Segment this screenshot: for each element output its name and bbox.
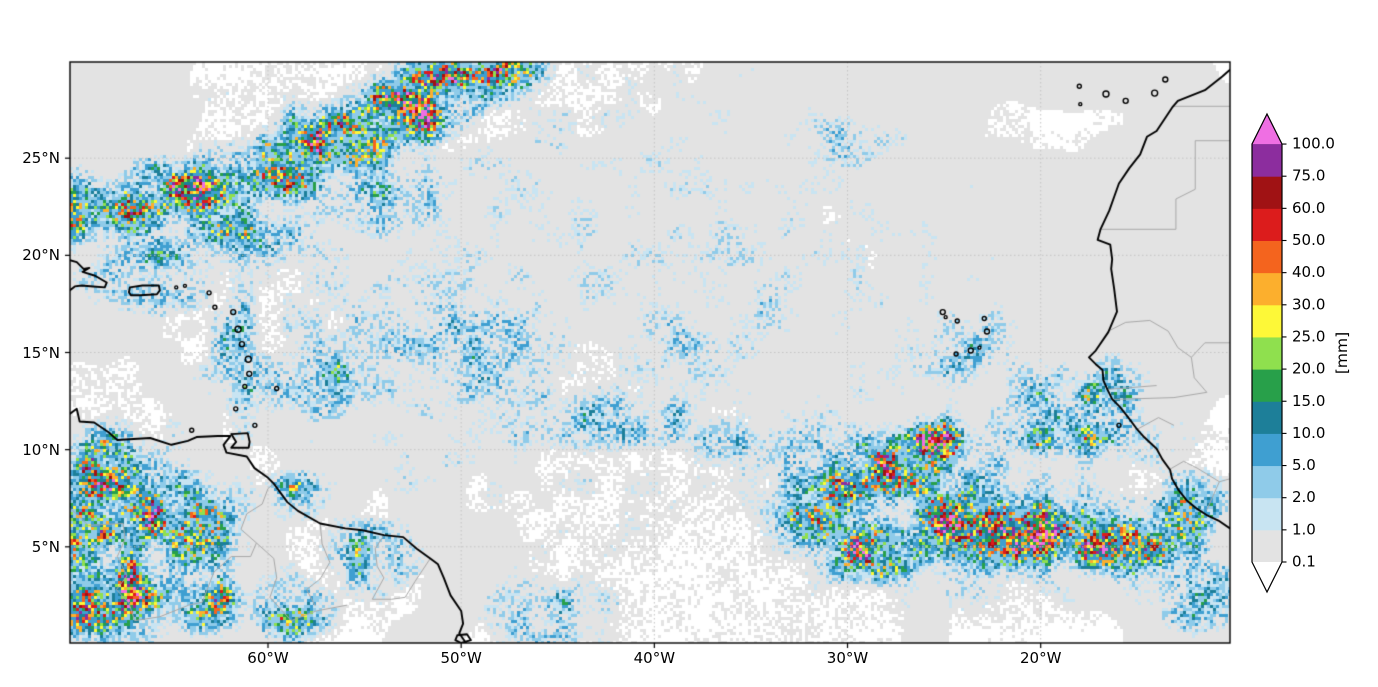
y-tick-label: 25°N [22,149,60,168]
colorbar-svg: 0.1 1.0 2.0 5.0 10.0 15.0 20.0 25.0 30.0 40.0 50.0… [1251,112,1351,594]
x-tick-label: 50°W [440,649,482,667]
colorbar-segment [1252,176,1282,209]
y-tick-label: 10°N [22,440,60,459]
colorbar-tick-label: 30.0 [1292,295,1325,313]
colorbar-tick-label: 40.0 [1292,263,1325,281]
colorbar-tick-label: 100.0 [1292,135,1335,153]
colorbar-tick-label: 15.0 [1292,392,1325,410]
colorbar-tick-label: 5.0 [1292,456,1316,474]
y-tick-label: 5°N [31,537,60,556]
precipitation-map [62,54,1238,651]
colorbar-segment [1252,240,1282,274]
y-tick-label: 20°N [22,246,60,265]
colorbar-tick-label: 0.1 [1292,553,1316,571]
colorbar-segment [1252,304,1282,338]
y-tick-label: 15°N [22,343,60,362]
colorbar-segment [1252,336,1282,370]
colorbar-segment [1252,272,1282,306]
colorbar-tick-label: 2.0 [1292,488,1316,506]
colorbar-unit-label: [mm] [1333,332,1351,374]
colorbar-segment [1252,529,1282,563]
colorbar-tick-label: 60.0 [1292,199,1325,217]
colorbar-tick-label: 10.0 [1292,424,1325,442]
colorbar-segment [1252,208,1282,241]
colorbar-segment [1252,144,1282,177]
colorbar-segment [1252,369,1282,402]
colorbar-segment [1252,401,1282,434]
colorbar-tick-label: 75.0 [1292,167,1325,185]
colorbar-over-arrow [1252,114,1282,145]
colorbar-tick-label: 1.0 [1292,520,1316,538]
x-tick-label: 40°W [633,649,676,667]
colorbar-segment [1252,433,1282,467]
colorbar-tick-label: 50.0 [1292,231,1325,249]
colorbar-under-arrow [1252,562,1282,592]
x-tick-label: 20°W [1019,649,1062,667]
colorbar-segment [1252,465,1282,499]
colorbar-tick-label: 20.0 [1292,360,1325,378]
x-tick-label: 60°W [247,649,289,667]
colorbar-tick-label: 25.0 [1292,327,1325,345]
x-tick-label: 30°W [826,649,869,667]
colorbar-segment [1252,497,1282,531]
colorbar: 0.1 1.0 2.0 5.0 10.0 15.0 20.0 25.0 30.0 40.0 50.0… [1246,110,1378,609]
